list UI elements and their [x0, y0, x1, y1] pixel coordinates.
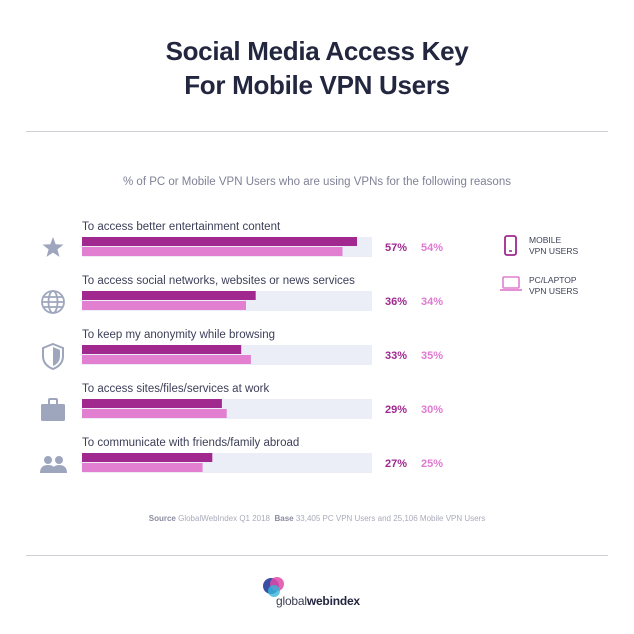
value-label-mobile: 27%: [385, 458, 407, 470]
bar-track-mobile: [82, 453, 372, 463]
source-text: GlobalWebIndex Q1 2018: [178, 514, 271, 523]
bar-mobile: [82, 345, 242, 354]
base-text: 33,405 PC VPN Users and 25,106 Mobile VP…: [295, 514, 486, 523]
value-label-mobile: 33%: [385, 350, 407, 362]
value-label-pc: 34%: [421, 296, 443, 308]
category-label: To access social networks, websites or n…: [82, 275, 355, 287]
value-label-mobile: 29%: [385, 404, 407, 416]
value-label-mobile: 36%: [385, 296, 407, 308]
source-note: Source GlobalWebIndex Q1 2018 Base 33,40…: [0, 514, 634, 523]
bar-pc: [82, 409, 227, 418]
legend-label-mobile: MOBILE VPN USERS: [529, 235, 578, 256]
people-icon: [40, 456, 67, 473]
chart-title-line-2: For Mobile VPN Users: [184, 70, 450, 100]
bar-mobile: [82, 399, 222, 408]
source-label: Source: [148, 514, 176, 523]
base-label: Base: [274, 514, 294, 523]
category-label: To access better entertainment content: [82, 221, 281, 233]
briefcase-icon: [41, 398, 65, 421]
chart-title-line-1: Social Media Access Key: [165, 36, 469, 66]
bar-mobile: [82, 291, 256, 300]
category-label: To access sites/files/services at work: [82, 383, 270, 395]
top-divider: [26, 131, 608, 132]
bar-pc: [82, 463, 203, 472]
shield-icon: [42, 342, 64, 371]
mobile-phone-icon: [504, 235, 517, 256]
value-label-pc: 35%: [421, 350, 443, 362]
star-icon: [42, 237, 64, 257]
globalwebindex-logo-text: globalwebindex: [276, 594, 360, 608]
bar-pc: [82, 301, 246, 310]
bar-pc: [82, 247, 343, 256]
category-label: To keep my anonymity while browsing: [82, 329, 275, 341]
category-label: To communicate with friends/family abroa…: [82, 437, 299, 449]
bottom-divider: [26, 555, 608, 556]
globalwebindex-logo-icon: [263, 577, 284, 597]
bar-mobile: [82, 453, 213, 462]
chart-subtitle: % of PC or Mobile VPN Users who are usin…: [123, 176, 511, 188]
bar-track-mobile: [82, 399, 372, 409]
laptop-icon: [500, 276, 522, 291]
bar-mobile: [82, 237, 357, 246]
value-label-pc: 25%: [421, 458, 443, 470]
globe-icon: [41, 290, 65, 314]
value-label-pc: 54%: [421, 242, 443, 254]
bar-track-pc: [82, 463, 372, 473]
bar-pc: [82, 355, 251, 364]
value-label-mobile: 57%: [385, 242, 407, 254]
bar-track-pc: [82, 409, 372, 419]
value-label-pc: 30%: [421, 404, 443, 416]
legend-label-pc: PC/LAPTOP VPN USERS: [529, 275, 578, 296]
